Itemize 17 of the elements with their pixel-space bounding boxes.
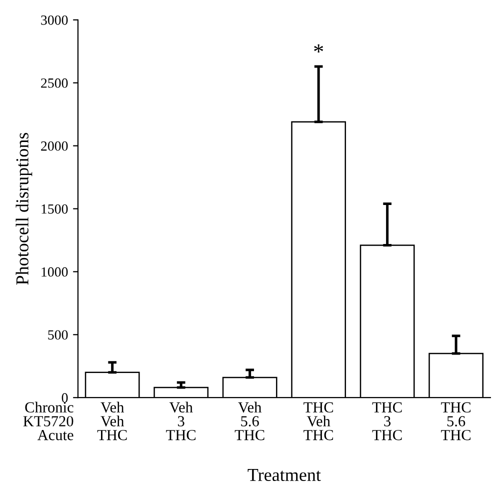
x-axis-title: Treatment <box>248 469 321 482</box>
y-tick-label: 0 <box>62 393 68 403</box>
x-tick-label: THC Veh THC <box>304 402 333 440</box>
y-tick-label: 500 <box>48 330 68 340</box>
x-tick-label: THC 5.6 THC <box>441 402 470 440</box>
x-tick-label: Veh Veh THC <box>97 402 127 440</box>
y-axis-title: Photocell disruptions <box>16 132 32 285</box>
text: Chronic KT5720 Acute <box>23 402 74 440</box>
x-tick-label: Veh 5.6 THC <box>234 402 264 440</box>
x-tick-label: Veh 3 THC <box>166 402 196 440</box>
annotation: * <box>314 44 324 53</box>
y-tick-label: 2000 <box>41 141 68 151</box>
y-tick-label: 2500 <box>41 78 68 88</box>
y-tick-label: 1000 <box>42 267 68 277</box>
y-tick-label: 1500 <box>42 204 68 214</box>
x-tick-label: THC 3 THC <box>372 402 402 440</box>
y-tick-label: 3000 <box>41 15 68 25</box>
